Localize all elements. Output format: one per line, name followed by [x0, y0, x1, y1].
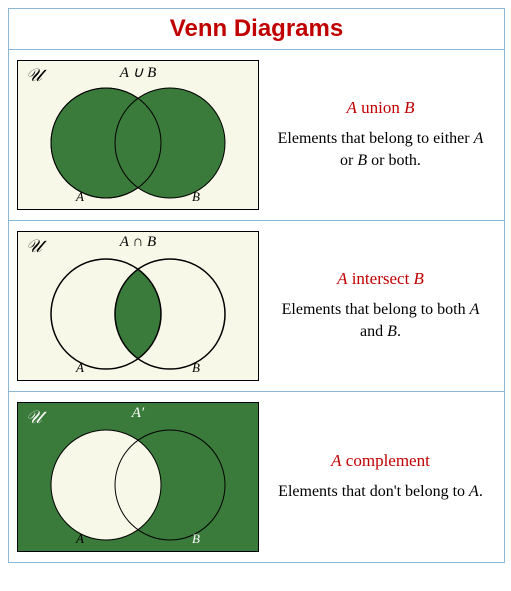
desc-b: B	[387, 323, 397, 340]
desc-a: A	[474, 130, 484, 147]
desc-pre: Elements that belong to both	[282, 301, 470, 318]
op-desc-complement: Elements that don't belong to A.	[273, 481, 488, 503]
row-complement: 𝒰 A′ A B A complement Elements that don'…	[9, 392, 504, 562]
diagram-intersect: 𝒰 A ∩ B A B	[17, 231, 265, 381]
title-connector: complement	[342, 451, 430, 470]
desc-post: .	[397, 323, 401, 340]
op-desc-union: Elements that belong to either A or B or…	[273, 128, 488, 171]
venn-box-union: 𝒰 A ∪ B A B	[17, 60, 259, 210]
op-title-complement: A complement	[273, 451, 488, 471]
row-union: 𝒰 A ∪ B A B A union B Elements that belo…	[9, 50, 504, 221]
set-b-label: B	[192, 531, 200, 547]
title-set-a: A	[337, 269, 347, 288]
title-set-b: B	[414, 269, 424, 288]
text-complement: A complement Elements that don't belong …	[265, 451, 496, 503]
desc-mid: or	[340, 152, 357, 169]
diagram-union: 𝒰 A ∪ B A B	[17, 60, 265, 210]
notation-label: A ∩ B	[120, 234, 156, 251]
venn-svg-union	[18, 61, 258, 209]
title-set-a: A	[331, 451, 341, 470]
universal-set-label: 𝒰	[26, 65, 42, 86]
desc-a: A	[469, 483, 479, 500]
desc-post: or both.	[367, 152, 421, 169]
set-b-label: B	[192, 360, 200, 376]
desc-pre: Elements that don't belong to	[278, 483, 469, 500]
notation-label: A′	[132, 405, 144, 422]
title-set-a: A	[346, 98, 356, 117]
row-intersect: 𝒰 A ∩ B A B A intersect B Elements	[9, 221, 504, 392]
op-title-union: A union B	[273, 98, 488, 118]
desc-post: .	[479, 483, 483, 500]
set-a-label: A	[76, 531, 84, 547]
venn-box-complement: 𝒰 A′ A B	[17, 402, 259, 552]
set-a-label: A	[76, 189, 84, 205]
notation-label: A ∪ B	[120, 63, 157, 82]
desc-mid: and	[360, 323, 387, 340]
desc-a: A	[470, 301, 480, 318]
venn-svg-intersect	[18, 232, 258, 380]
title-connector: intersect	[347, 269, 413, 288]
text-intersect: A intersect B Elements that belong to bo…	[265, 269, 496, 342]
universal-set-label: 𝒰	[26, 236, 42, 257]
text-union: A union B Elements that belong to either…	[265, 98, 496, 171]
op-title-intersect: A intersect B	[273, 269, 488, 289]
op-desc-intersect: Elements that belong to both A and B.	[273, 299, 488, 342]
venn-diagrams-card: Venn Diagrams 𝒰 A ∪ B A B A union B Elem	[8, 8, 505, 563]
venn-box-intersect: 𝒰 A ∩ B A B	[17, 231, 259, 381]
set-a-label: A	[76, 360, 84, 376]
title-set-b: B	[404, 98, 414, 117]
universal-set-label: 𝒰	[26, 407, 42, 428]
title-connector: union	[357, 98, 404, 117]
header: Venn Diagrams	[9, 9, 504, 50]
venn-svg-complement	[18, 403, 258, 551]
diagram-complement: 𝒰 A′ A B	[17, 402, 265, 552]
desc-pre: Elements that belong to either	[278, 130, 474, 147]
set-b-label: B	[192, 189, 200, 205]
desc-b: B	[357, 152, 367, 169]
page-title: Venn Diagrams	[9, 15, 504, 43]
